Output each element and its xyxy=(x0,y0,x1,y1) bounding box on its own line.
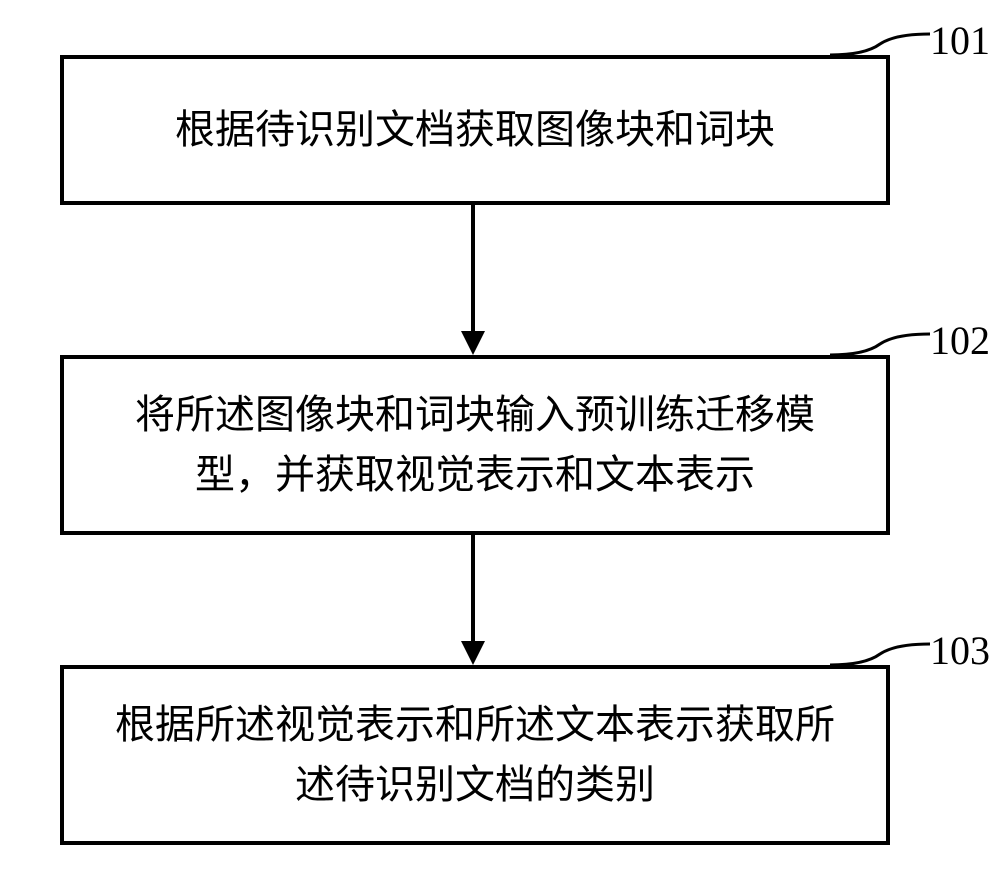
flow-step-1-text: 根据待识别文档获取图像块和词块 xyxy=(175,100,775,160)
flow-label-1: 101 xyxy=(930,17,990,64)
arrow-1-2 xyxy=(471,205,475,333)
arrow-head-1-2 xyxy=(461,331,485,355)
flow-step-2-text: 将所述图像块和词块输入预训练迁移模型，并获取视觉表示和文本表示 xyxy=(104,385,846,505)
leader-line-3 xyxy=(830,642,930,672)
flow-label-2: 102 xyxy=(930,317,990,364)
flow-step-1: 根据待识别文档获取图像块和词块 xyxy=(60,55,890,205)
flow-step-2: 将所述图像块和词块输入预训练迁移模型，并获取视觉表示和文本表示 xyxy=(60,355,890,535)
flowchart-container: 根据待识别文档获取图像块和词块 101 将所述图像块和词块输入预训练迁移模型，并… xyxy=(60,35,930,835)
flow-step-3: 根据所述视觉表示和所述文本表示获取所述待识别文档的类别 xyxy=(60,665,890,845)
leader-line-2 xyxy=(830,332,930,362)
leader-line-1 xyxy=(830,32,930,62)
arrow-2-3 xyxy=(471,535,475,643)
arrow-head-2-3 xyxy=(461,641,485,665)
flow-step-3-text: 根据所述视觉表示和所述文本表示获取所述待识别文档的类别 xyxy=(104,695,846,815)
flow-label-3: 103 xyxy=(930,627,990,674)
